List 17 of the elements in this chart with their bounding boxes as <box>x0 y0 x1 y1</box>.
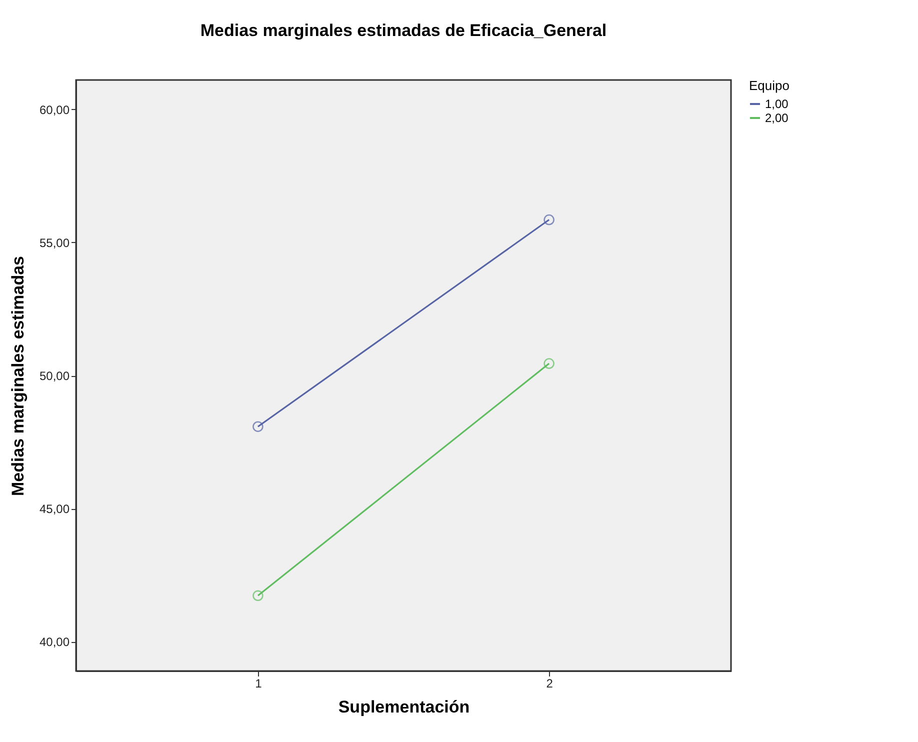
x-tick-label: 1 <box>255 676 262 690</box>
legend-label: 1,00 <box>765 97 789 111</box>
point <box>544 358 554 369</box>
point <box>252 421 264 432</box>
x-axis-title: Suplementación <box>338 698 470 716</box>
y-axis-title: Medias marginales estimadas <box>8 256 28 496</box>
point <box>252 590 264 602</box>
y-tick-label: 45,00 <box>39 502 70 516</box>
chart-title: Medias marginales estimadas de Eficacia_General <box>200 21 607 40</box>
point <box>544 214 554 226</box>
legend-label: 2,00 <box>765 111 789 125</box>
y-tick-label: 40,00 <box>39 635 70 650</box>
legend-title: Equipo <box>749 78 790 93</box>
y-tick-label: 55,00 <box>39 236 70 250</box>
x-tick-label: 2 <box>546 676 554 690</box>
y-tick-label: 50,00 <box>39 369 70 383</box>
y-tick-label: 60,00 <box>39 102 70 117</box>
